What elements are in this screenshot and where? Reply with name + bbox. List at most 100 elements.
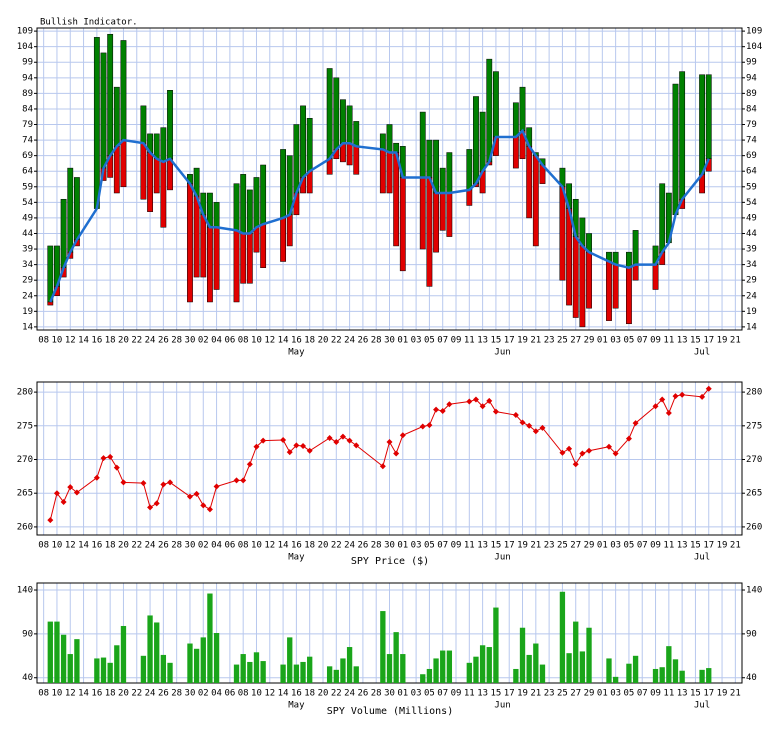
volume-bar — [140, 655, 147, 683]
bar-below — [260, 223, 267, 268]
price-point — [446, 401, 453, 408]
bar-below — [280, 217, 286, 262]
volume-bar — [200, 637, 206, 683]
y-tick-label: 260 — [746, 522, 762, 532]
bar-below — [147, 152, 153, 212]
price-point — [699, 393, 706, 400]
price-point — [246, 461, 253, 468]
bar-above — [446, 152, 453, 194]
x-tick-label: 06 — [224, 689, 235, 699]
bar-below — [466, 189, 473, 206]
x-tick-label: 15 — [690, 541, 701, 551]
x-tick-label: 17 — [703, 689, 714, 699]
price-point — [632, 420, 639, 427]
bar-above — [326, 68, 333, 160]
x-tick-label: 11 — [663, 336, 674, 346]
x-tick-label: 08 — [238, 336, 249, 346]
bar-above — [340, 99, 346, 144]
volume-bar — [420, 674, 426, 683]
x-tick-label: 15 — [490, 336, 501, 346]
x-tick-label: 18 — [105, 689, 116, 699]
bar-below — [160, 161, 167, 228]
price-point — [419, 423, 426, 430]
volume-bar — [533, 643, 539, 683]
y-tick-label: 40 — [22, 673, 33, 683]
volume-bar — [67, 654, 73, 683]
x-tick-label: 14 — [278, 689, 289, 699]
volume-bar — [493, 607, 499, 683]
y-tick-label: 84 — [746, 104, 757, 114]
x-tick-label: 18 — [105, 336, 116, 346]
x-tick-label: 01 — [397, 336, 408, 346]
volume-bar — [193, 648, 200, 683]
price-point — [379, 463, 386, 470]
x-tick-label: 19 — [717, 336, 728, 346]
x-tick-label: 20 — [318, 689, 329, 699]
volume-bar — [659, 667, 665, 683]
price-point — [120, 479, 127, 486]
volume-bar — [579, 651, 586, 683]
price-point — [260, 437, 267, 444]
y-tick-label: 94 — [746, 73, 757, 83]
x-tick-label: 23 — [544, 541, 555, 551]
x-tick-label: 18 — [304, 689, 315, 699]
x-tick-label: 19 — [517, 541, 528, 551]
x-tick-label: 27 — [570, 541, 581, 551]
x-tick-label: 14 — [278, 541, 289, 551]
volume-bar — [233, 664, 240, 683]
price-point — [53, 490, 60, 497]
x-tick-label: 16 — [91, 689, 102, 699]
x-tick-label: 12 — [264, 689, 275, 699]
bar-above — [672, 83, 679, 216]
x-tick-label: 02 — [198, 336, 209, 346]
bar-above — [293, 124, 300, 194]
x-tick-label: 10 — [52, 541, 63, 551]
bar-above — [679, 71, 686, 200]
volume-bar — [47, 621, 53, 683]
y-tick-label: 59 — [746, 182, 757, 192]
volume-bar — [213, 633, 220, 683]
y-tick-label: 54 — [746, 198, 757, 208]
volume-bar — [699, 669, 705, 683]
x-tick-label: 07 — [437, 689, 448, 699]
bar-above — [419, 111, 426, 178]
volume-bar — [340, 658, 346, 683]
bar-above — [433, 139, 439, 194]
y-tick-label: 39 — [746, 245, 757, 255]
y-tick-label: 29 — [22, 276, 33, 286]
bar-below — [399, 177, 406, 272]
volume-bar — [559, 591, 566, 683]
y-tick-label: 275 — [746, 421, 762, 431]
x-tick-label: 03 — [411, 541, 422, 551]
price-point — [73, 489, 80, 496]
bar-below — [606, 261, 612, 321]
x-tick-label: 05 — [624, 541, 635, 551]
x-tick-label: 18 — [105, 541, 116, 551]
volume-bar — [519, 627, 526, 683]
x-tick-label: 17 — [504, 336, 515, 346]
y-tick-label: 265 — [17, 489, 33, 499]
plot-border — [36, 27, 743, 331]
x-tick-label: 24 — [145, 541, 156, 551]
bar-above — [479, 111, 486, 172]
volume-bar — [307, 656, 313, 683]
bar-below — [446, 192, 453, 237]
volume-bar — [380, 611, 386, 683]
bar-above — [107, 33, 114, 156]
price-point — [605, 443, 612, 450]
bar-above — [632, 230, 639, 265]
y-tick-label: 19 — [746, 307, 757, 317]
x-tick-label: 09 — [650, 336, 661, 346]
price-point — [153, 500, 160, 507]
bar-above — [473, 96, 479, 184]
y-tick-label: 270 — [746, 455, 762, 465]
volume-bar — [353, 666, 359, 683]
x-tick-label: 27 — [570, 689, 581, 699]
month-label: May — [288, 553, 305, 563]
price-point — [346, 437, 353, 444]
bar-below — [566, 208, 572, 306]
bar-above — [379, 133, 386, 150]
bar-above — [426, 139, 433, 178]
price-point — [333, 438, 340, 445]
y-tick-label: 14 — [22, 322, 33, 332]
